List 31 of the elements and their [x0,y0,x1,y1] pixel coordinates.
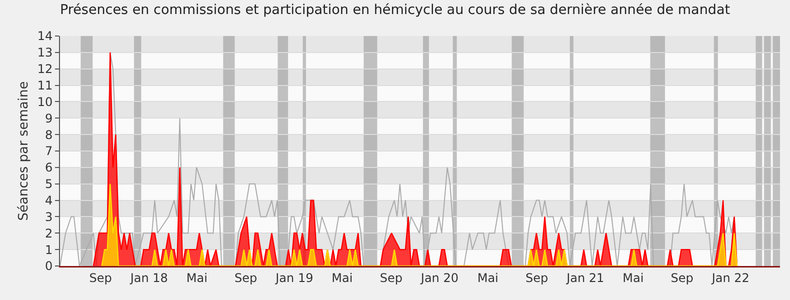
y-tick-label: 10 [37,94,53,109]
x-tick-label: Mai [477,270,498,285]
y-tick-label: 8 [44,128,53,142]
y-tick-label: 6 [44,160,53,175]
y-tick-label: 7 [44,144,53,158]
x-tick-label: Jan 21 [566,270,604,285]
y-tick-label: 1 [44,242,53,257]
x-tick-label: Sep [670,270,694,285]
y-axis-title: Séances par semaine [16,81,32,221]
x-tick-label: Jan 22 [710,270,750,285]
y-tick-label: 5 [44,177,53,192]
x-tick-label: Sep [89,270,112,285]
x-tick-label: Sep [380,270,402,285]
x-tick-label: Jan 19 [274,270,314,285]
y-tick-label: 12 [37,62,53,76]
chart-title: Présences en commissions et participation en hémicycle au cours de sa dernière année de mandat [60,2,730,18]
x-tick-label: Sep [234,270,258,285]
y-tick-label: 13 [37,46,53,60]
x-tick-label: Mai [622,270,644,285]
x-tick-label: Mai [186,270,208,285]
x-tick-label: Jan 20 [420,270,458,285]
y-tick-label: 9 [44,111,53,126]
y-tick-label: 14 [37,29,53,44]
y-tick-label: 11 [37,78,53,92]
x-tick-label: Jan 18 [129,270,168,285]
x-tick-label: Sep [526,270,548,285]
y-tick-label: 3 [44,210,53,224]
y-tick-label: 4 [44,193,53,208]
x-tick-label: Mai [332,270,353,285]
y-tick-label: 2 [44,226,53,240]
y-tick-label: 0 [44,259,53,274]
